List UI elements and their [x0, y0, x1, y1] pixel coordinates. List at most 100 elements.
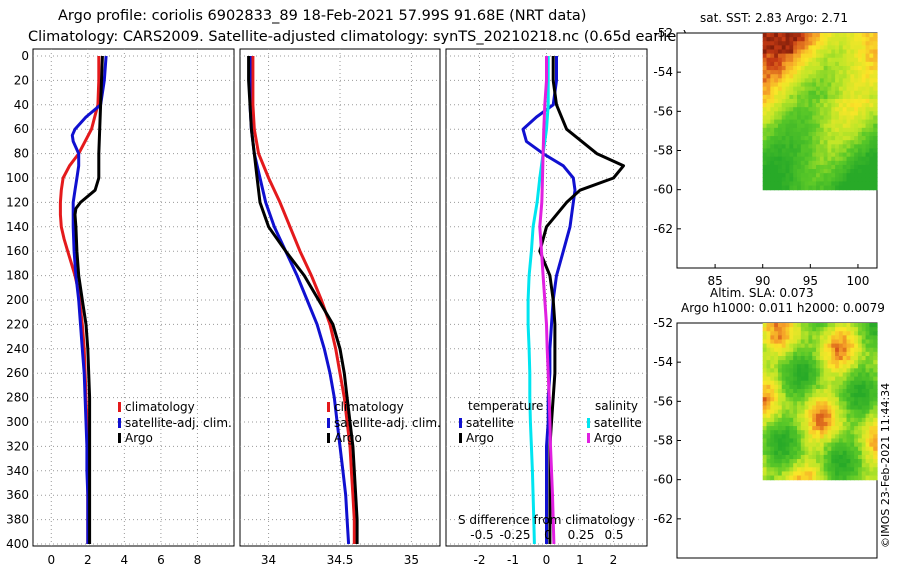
- heatmap-cell: [781, 148, 787, 154]
- heatmap-cell: [846, 323, 851, 328]
- heatmap-cell: [816, 94, 821, 100]
- heatmap-cell: [800, 401, 806, 407]
- heatmap-cell: [812, 467, 817, 473]
- heatmap-cell: [861, 463, 867, 468]
- heatmap-cell: [770, 90, 775, 96]
- heatmap-cell: [793, 327, 798, 332]
- heatmap-cell: [816, 417, 821, 423]
- heatmap-cell: [838, 119, 844, 125]
- heatmap-cell: [857, 127, 863, 133]
- heatmap-cell: [762, 347, 768, 353]
- heatmap-cell: [831, 148, 836, 154]
- heatmap-cell: [823, 467, 829, 473]
- heatmap-cell: [823, 45, 829, 51]
- heatmap-cell: [850, 393, 855, 398]
- heatmap-cell: [762, 94, 768, 100]
- heatmap-cell: [793, 164, 798, 170]
- heatmap-cell: [827, 127, 832, 133]
- heatmap-cell: [789, 152, 794, 158]
- heatmap-cell: [797, 417, 802, 423]
- heatmap-cell: [797, 413, 802, 419]
- heatmap-cell: [819, 413, 825, 419]
- heatmap-cell: [869, 401, 874, 407]
- heatmap-cell: [789, 388, 794, 394]
- heatmap-cell: [854, 123, 859, 129]
- heatmap-cell: [838, 115, 844, 121]
- heatmap-cell: [785, 430, 790, 435]
- heatmap-cell: [861, 430, 867, 435]
- heatmap-cell: [854, 156, 859, 162]
- heatmap-cell: [777, 331, 783, 336]
- heatmap-cell: [762, 454, 768, 460]
- heatmap-cell: [816, 397, 821, 402]
- heatmap-cell: [869, 442, 874, 448]
- heatmap-cell: [827, 119, 832, 125]
- heatmap-cell: [789, 156, 794, 162]
- heatmap-cell: [793, 331, 798, 336]
- heatmap-cell: [770, 107, 775, 112]
- heatmap-cell: [785, 434, 790, 440]
- heatmap-cell: [793, 127, 798, 133]
- heatmap-cell: [835, 355, 840, 361]
- heatmap-cell: [873, 405, 878, 411]
- heatmap-cell: [800, 74, 806, 79]
- heatmap-cell: [785, 156, 790, 162]
- heatmap-cell: [819, 475, 825, 481]
- heatmap-cell: [804, 148, 810, 154]
- heatmap-cell: [789, 434, 794, 440]
- heatmap-cell: [827, 409, 832, 415]
- heatmap-cell: [842, 426, 848, 431]
- heatmap-cell: [804, 119, 810, 125]
- heatmap-cell: [766, 327, 771, 332]
- heatmap-cell: [800, 98, 806, 104]
- heatmap-cell: [823, 360, 829, 365]
- temperature-legend: climatology satellite-adj. clim. Argo: [118, 400, 232, 445]
- heatmap-cell: [789, 450, 794, 456]
- heatmap-cell: [770, 57, 775, 63]
- heatmap-cell: [812, 33, 817, 38]
- heatmap-cell: [831, 401, 836, 407]
- heatmap-cell: [827, 144, 832, 150]
- heatmap-cell: [827, 380, 832, 386]
- heatmap-cell: [869, 131, 874, 137]
- heatmap-cell: [819, 86, 825, 92]
- heatmap-cell: [857, 405, 863, 411]
- x-tick-label: -2: [474, 553, 486, 567]
- heatmap-cell: [831, 82, 836, 88]
- heatmap-cell: [797, 169, 802, 174]
- heatmap-cell: [831, 417, 836, 423]
- heatmap-cell: [781, 355, 787, 361]
- heatmap-cell: [804, 94, 810, 100]
- heatmap-cell: [838, 164, 844, 170]
- heatmap-cell: [873, 107, 878, 112]
- heatmap-cell: [777, 49, 783, 55]
- s-difference-tick: 0.25: [568, 528, 595, 542]
- heatmap-cell: [865, 397, 870, 402]
- heatmap-cell: [797, 397, 802, 402]
- heatmap-cell: [766, 335, 771, 341]
- heatmap-cell: [873, 90, 878, 96]
- heatmap-cell: [861, 86, 867, 92]
- heatmap-cell: [861, 467, 867, 473]
- heatmap-cell: [850, 434, 855, 440]
- heatmap-cell: [857, 368, 863, 374]
- heatmap-cell: [819, 131, 825, 137]
- heatmap-cell: [861, 148, 867, 154]
- heatmap-cell: [804, 347, 810, 353]
- heatmap-cell: [797, 339, 802, 345]
- heatmap-cell: [781, 65, 787, 71]
- heatmap-cell: [781, 459, 787, 464]
- heatmap-cell: [873, 37, 878, 42]
- heatmap-cell: [857, 351, 863, 357]
- heatmap-cell: [854, 438, 859, 444]
- heatmap-cell: [781, 339, 787, 345]
- heatmap-cell: [762, 144, 768, 150]
- heatmap-cell: [812, 177, 817, 183]
- heatmap-cell: [846, 421, 851, 427]
- heatmap-cell: [808, 442, 813, 448]
- heatmap-cell: [865, 327, 870, 332]
- heatmap-cell: [823, 339, 829, 345]
- heatmap-cell: [846, 123, 851, 129]
- heatmap-cell: [816, 376, 821, 382]
- heatmap-cell: [857, 98, 863, 104]
